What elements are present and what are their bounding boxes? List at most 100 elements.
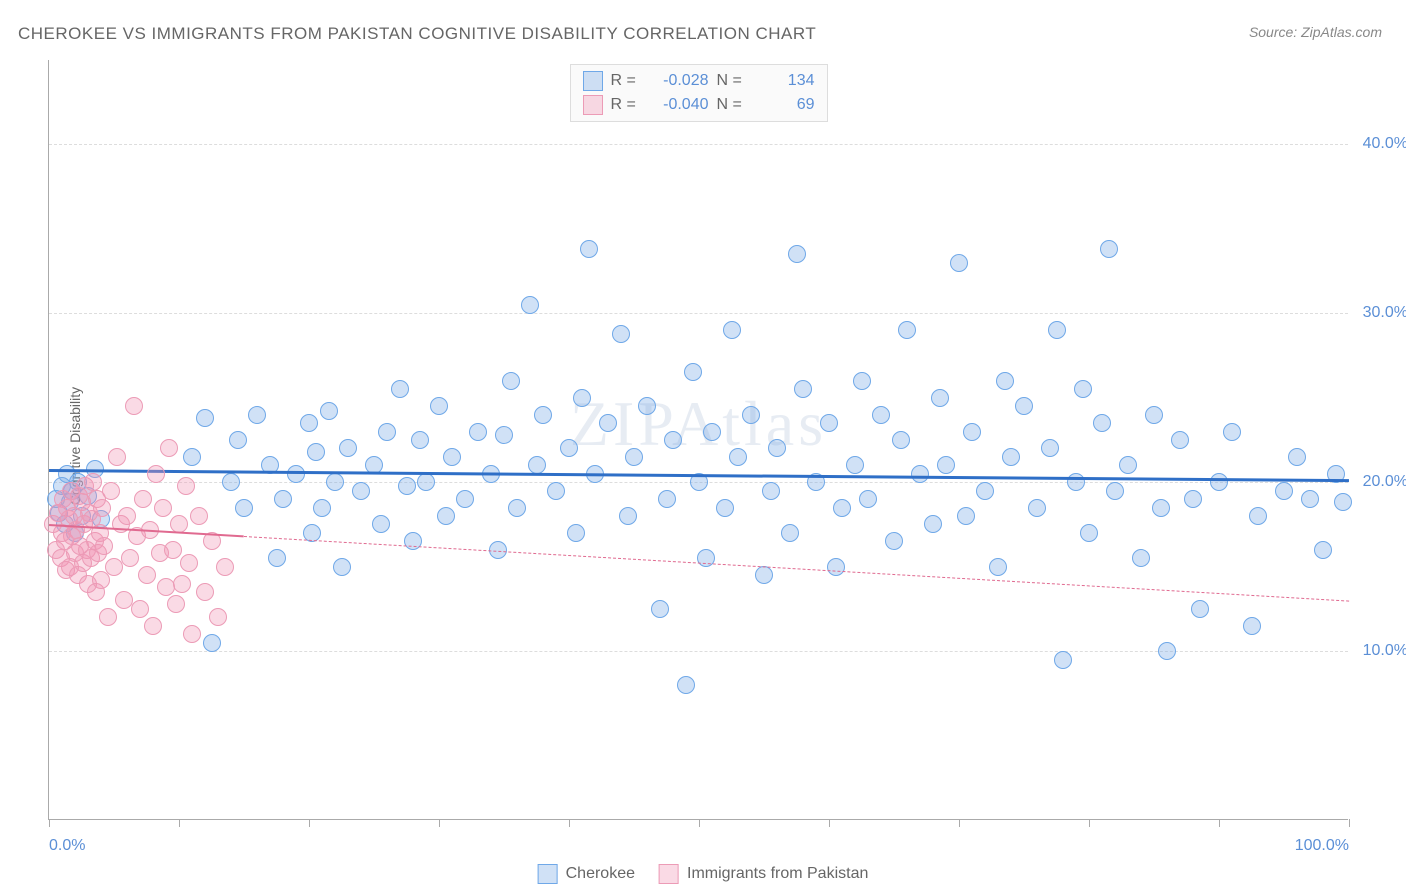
data-point xyxy=(846,456,864,474)
data-point xyxy=(911,465,929,483)
data-point xyxy=(372,515,390,533)
r-value-2: -0.040 xyxy=(649,96,709,114)
data-point xyxy=(209,608,227,626)
data-point xyxy=(248,406,266,424)
data-point xyxy=(274,490,292,508)
data-point xyxy=(92,571,110,589)
data-point xyxy=(567,524,585,542)
data-point xyxy=(703,423,721,441)
data-point xyxy=(742,406,760,424)
data-point xyxy=(216,558,234,576)
n-label: N = xyxy=(717,72,747,90)
data-point xyxy=(508,499,526,517)
data-point xyxy=(1301,490,1319,508)
data-point xyxy=(1080,524,1098,542)
data-point xyxy=(755,566,773,584)
data-point xyxy=(989,558,1007,576)
data-point xyxy=(1119,456,1137,474)
data-point xyxy=(1334,493,1352,511)
legend-label-2: Immigrants from Pakistan xyxy=(687,865,868,883)
legend-item-2: Immigrants from Pakistan xyxy=(659,864,868,884)
data-point xyxy=(827,558,845,576)
data-point xyxy=(352,482,370,500)
data-point xyxy=(183,448,201,466)
r-value-1: -0.028 xyxy=(649,72,709,90)
data-point xyxy=(1152,499,1170,517)
data-point xyxy=(456,490,474,508)
data-point xyxy=(1249,507,1267,525)
data-point xyxy=(1093,414,1111,432)
x-tick-label: 0.0% xyxy=(49,837,85,855)
data-point xyxy=(1275,482,1293,500)
swatch-icon xyxy=(583,95,603,115)
data-point xyxy=(138,566,156,584)
data-point xyxy=(167,595,185,613)
data-point xyxy=(723,321,741,339)
gridline xyxy=(49,313,1348,314)
data-point xyxy=(300,414,318,432)
data-point xyxy=(495,426,513,444)
data-point xyxy=(502,372,520,390)
data-point xyxy=(102,482,120,500)
data-point xyxy=(950,254,968,272)
data-point xyxy=(1243,617,1261,635)
source-name: ZipAtlas.com xyxy=(1301,24,1382,40)
x-tick xyxy=(1089,819,1090,827)
data-point xyxy=(937,456,955,474)
data-point xyxy=(573,389,591,407)
r-label: R = xyxy=(611,72,641,90)
data-point xyxy=(411,431,429,449)
y-tick-label: 30.0% xyxy=(1363,304,1406,322)
trend-line xyxy=(244,536,1349,602)
data-point xyxy=(1106,482,1124,500)
legend-row-series-2: R = -0.040 N = 69 xyxy=(583,93,815,117)
data-point xyxy=(131,600,149,618)
data-point xyxy=(164,541,182,559)
swatch-icon xyxy=(659,864,679,884)
legend-label-1: Cherokee xyxy=(566,865,635,883)
data-point xyxy=(1288,448,1306,466)
swatch-icon xyxy=(583,71,603,91)
x-tick xyxy=(1349,819,1350,827)
plot-area: ZIPAtlas R = -0.028 N = 134 R = -0.040 N… xyxy=(48,60,1348,820)
data-point xyxy=(1184,490,1202,508)
data-point xyxy=(651,600,669,618)
data-point xyxy=(534,406,552,424)
source-attribution: Source: ZipAtlas.com xyxy=(1249,24,1382,40)
data-point xyxy=(658,490,676,508)
data-point xyxy=(398,477,416,495)
x-tick xyxy=(1219,819,1220,827)
data-point xyxy=(1145,406,1163,424)
data-point xyxy=(108,448,126,466)
data-point xyxy=(697,549,715,567)
n-label: N = xyxy=(717,96,747,114)
data-point xyxy=(443,448,461,466)
data-point xyxy=(768,439,786,457)
data-point xyxy=(160,439,178,457)
chart-container: CHEROKEE VS IMMIGRANTS FROM PAKISTAN COG… xyxy=(0,0,1406,892)
data-point xyxy=(1028,499,1046,517)
data-point xyxy=(320,402,338,420)
data-point xyxy=(963,423,981,441)
data-point xyxy=(885,532,903,550)
data-point xyxy=(417,473,435,491)
data-point xyxy=(190,507,208,525)
data-point xyxy=(125,397,143,415)
data-point xyxy=(1041,439,1059,457)
x-tick xyxy=(439,819,440,827)
x-tick xyxy=(959,819,960,827)
data-point xyxy=(313,499,331,517)
data-point xyxy=(95,537,113,555)
chart-title: CHEROKEE VS IMMIGRANTS FROM PAKISTAN COG… xyxy=(18,24,816,44)
data-point xyxy=(521,296,539,314)
data-point xyxy=(1191,600,1209,618)
gridline xyxy=(49,651,1348,652)
data-point xyxy=(180,554,198,572)
data-point xyxy=(1100,240,1118,258)
data-point xyxy=(820,414,838,432)
data-point xyxy=(528,456,546,474)
data-point xyxy=(716,499,734,517)
data-point xyxy=(684,363,702,381)
data-point xyxy=(996,372,1014,390)
data-point xyxy=(898,321,916,339)
